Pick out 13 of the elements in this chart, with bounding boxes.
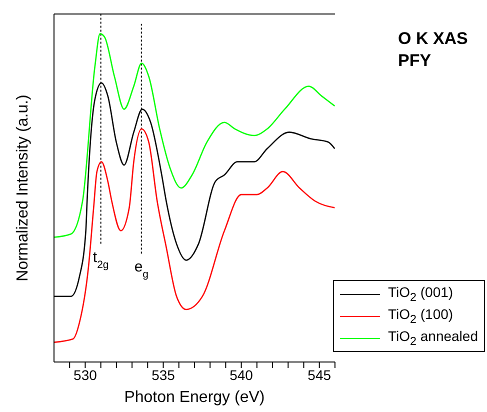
x-tick-label: 540 bbox=[230, 366, 254, 383]
y-axis-title: Normalized Intensity (a.u.) bbox=[14, 94, 32, 282]
ref-line-label: e$_{g}$ bbox=[134, 258, 149, 281]
legend-label: TiO$_{2}$ annealed bbox=[388, 328, 478, 348]
x-tick-label: 530 bbox=[74, 366, 98, 383]
x-axis-title: Photon Energy (eV) bbox=[124, 389, 265, 406]
legend-label: TiO$_{2}$ (100) bbox=[388, 306, 454, 326]
text: O K XAS bbox=[398, 28, 468, 50]
ref-line-label: t$_{2g}$ bbox=[92, 248, 109, 271]
legend-label: TiO$_{2}$ (001) bbox=[388, 284, 454, 304]
x-tick-label: 545 bbox=[308, 366, 332, 383]
x-tick-label: 535 bbox=[152, 366, 176, 383]
text: PFY bbox=[398, 50, 432, 72]
